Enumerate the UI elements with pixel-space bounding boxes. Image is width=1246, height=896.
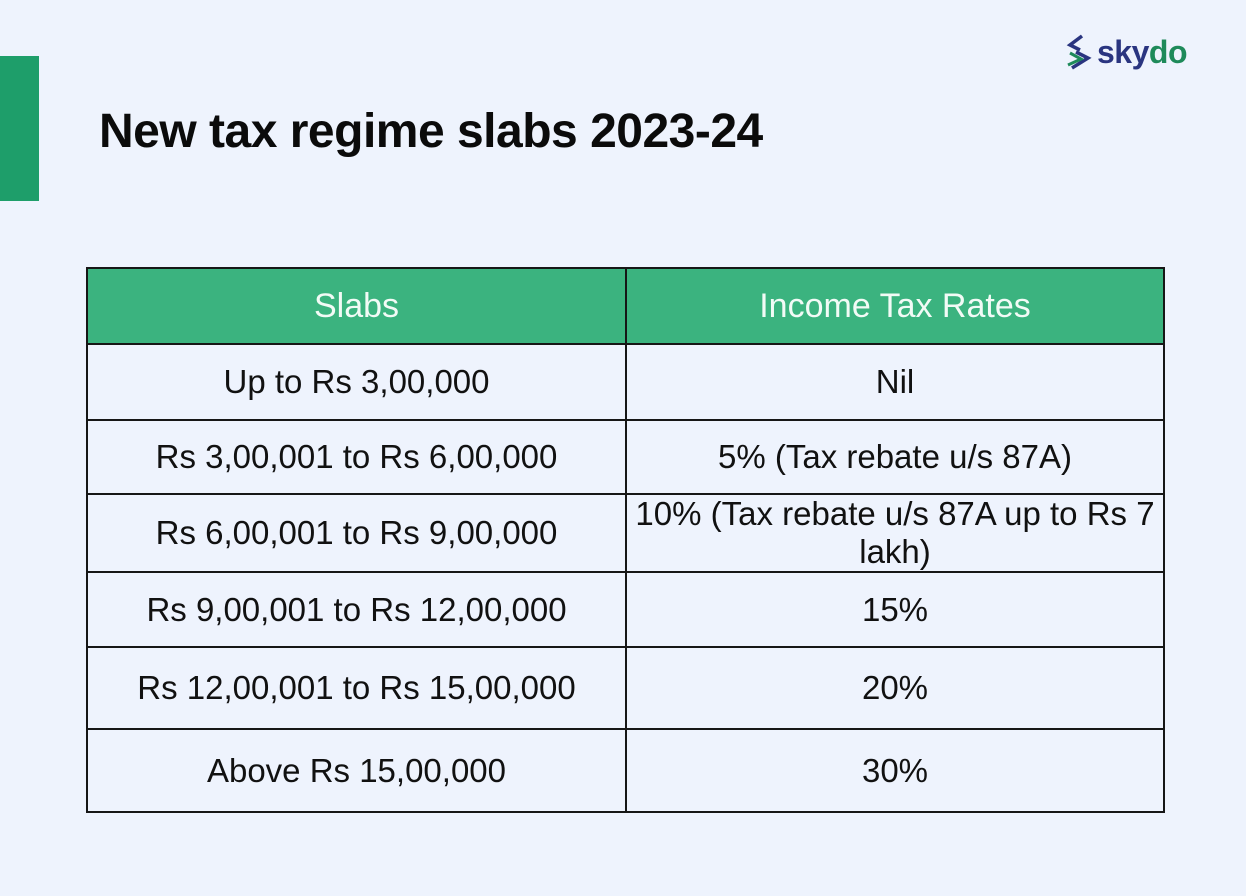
rate-cell: 5% (Tax rebate u/s 87A) <box>625 419 1165 495</box>
table-row: Up to Rs 3,00,000 Nil <box>86 343 1165 421</box>
table-row: Rs 3,00,001 to Rs 6,00,000 5% (Tax rebat… <box>86 419 1165 495</box>
logo-wordmark: skydo <box>1097 36 1187 68</box>
table-row: Above Rs 15,00,000 30% <box>86 728 1165 813</box>
slab-cell: Above Rs 15,00,000 <box>86 728 627 813</box>
table-row: Rs 12,00,001 to Rs 15,00,000 20% <box>86 646 1165 730</box>
logo-text-do: do <box>1148 34 1188 70</box>
rate-cell: 15% <box>625 571 1165 648</box>
rate-cell: Nil <box>625 343 1165 421</box>
slab-cell: Up to Rs 3,00,000 <box>86 343 627 421</box>
table-row: Rs 6,00,001 to Rs 9,00,000 10% (Tax reba… <box>86 493 1165 573</box>
tax-slabs-table: Slabs Income Tax Rates Up to Rs 3,00,000… <box>86 267 1165 813</box>
header-income-tax-rates: Income Tax Rates <box>625 267 1165 345</box>
logo-text-sky: sky <box>1097 34 1149 70</box>
accent-bar <box>0 56 39 201</box>
page-title: New tax regime slabs 2023-24 <box>99 105 763 158</box>
rate-cell: 10% (Tax rebate u/s 87A up to Rs 7 lakh) <box>625 493 1165 573</box>
slab-cell: Rs 12,00,001 to Rs 15,00,000 <box>86 646 627 730</box>
skydo-logo: skydo <box>1064 34 1187 70</box>
table-row: Rs 9,00,001 to Rs 12,00,000 15% <box>86 571 1165 648</box>
header-slabs: Slabs <box>86 267 627 345</box>
slab-cell: Rs 6,00,001 to Rs 9,00,000 <box>86 493 627 573</box>
rate-cell: 20% <box>625 646 1165 730</box>
slab-cell: Rs 9,00,001 to Rs 12,00,000 <box>86 571 627 648</box>
table-header-row: Slabs Income Tax Rates <box>86 267 1165 345</box>
skydo-chevrons-icon <box>1064 34 1094 70</box>
slab-cell: Rs 3,00,001 to Rs 6,00,000 <box>86 419 627 495</box>
rate-cell: 30% <box>625 728 1165 813</box>
